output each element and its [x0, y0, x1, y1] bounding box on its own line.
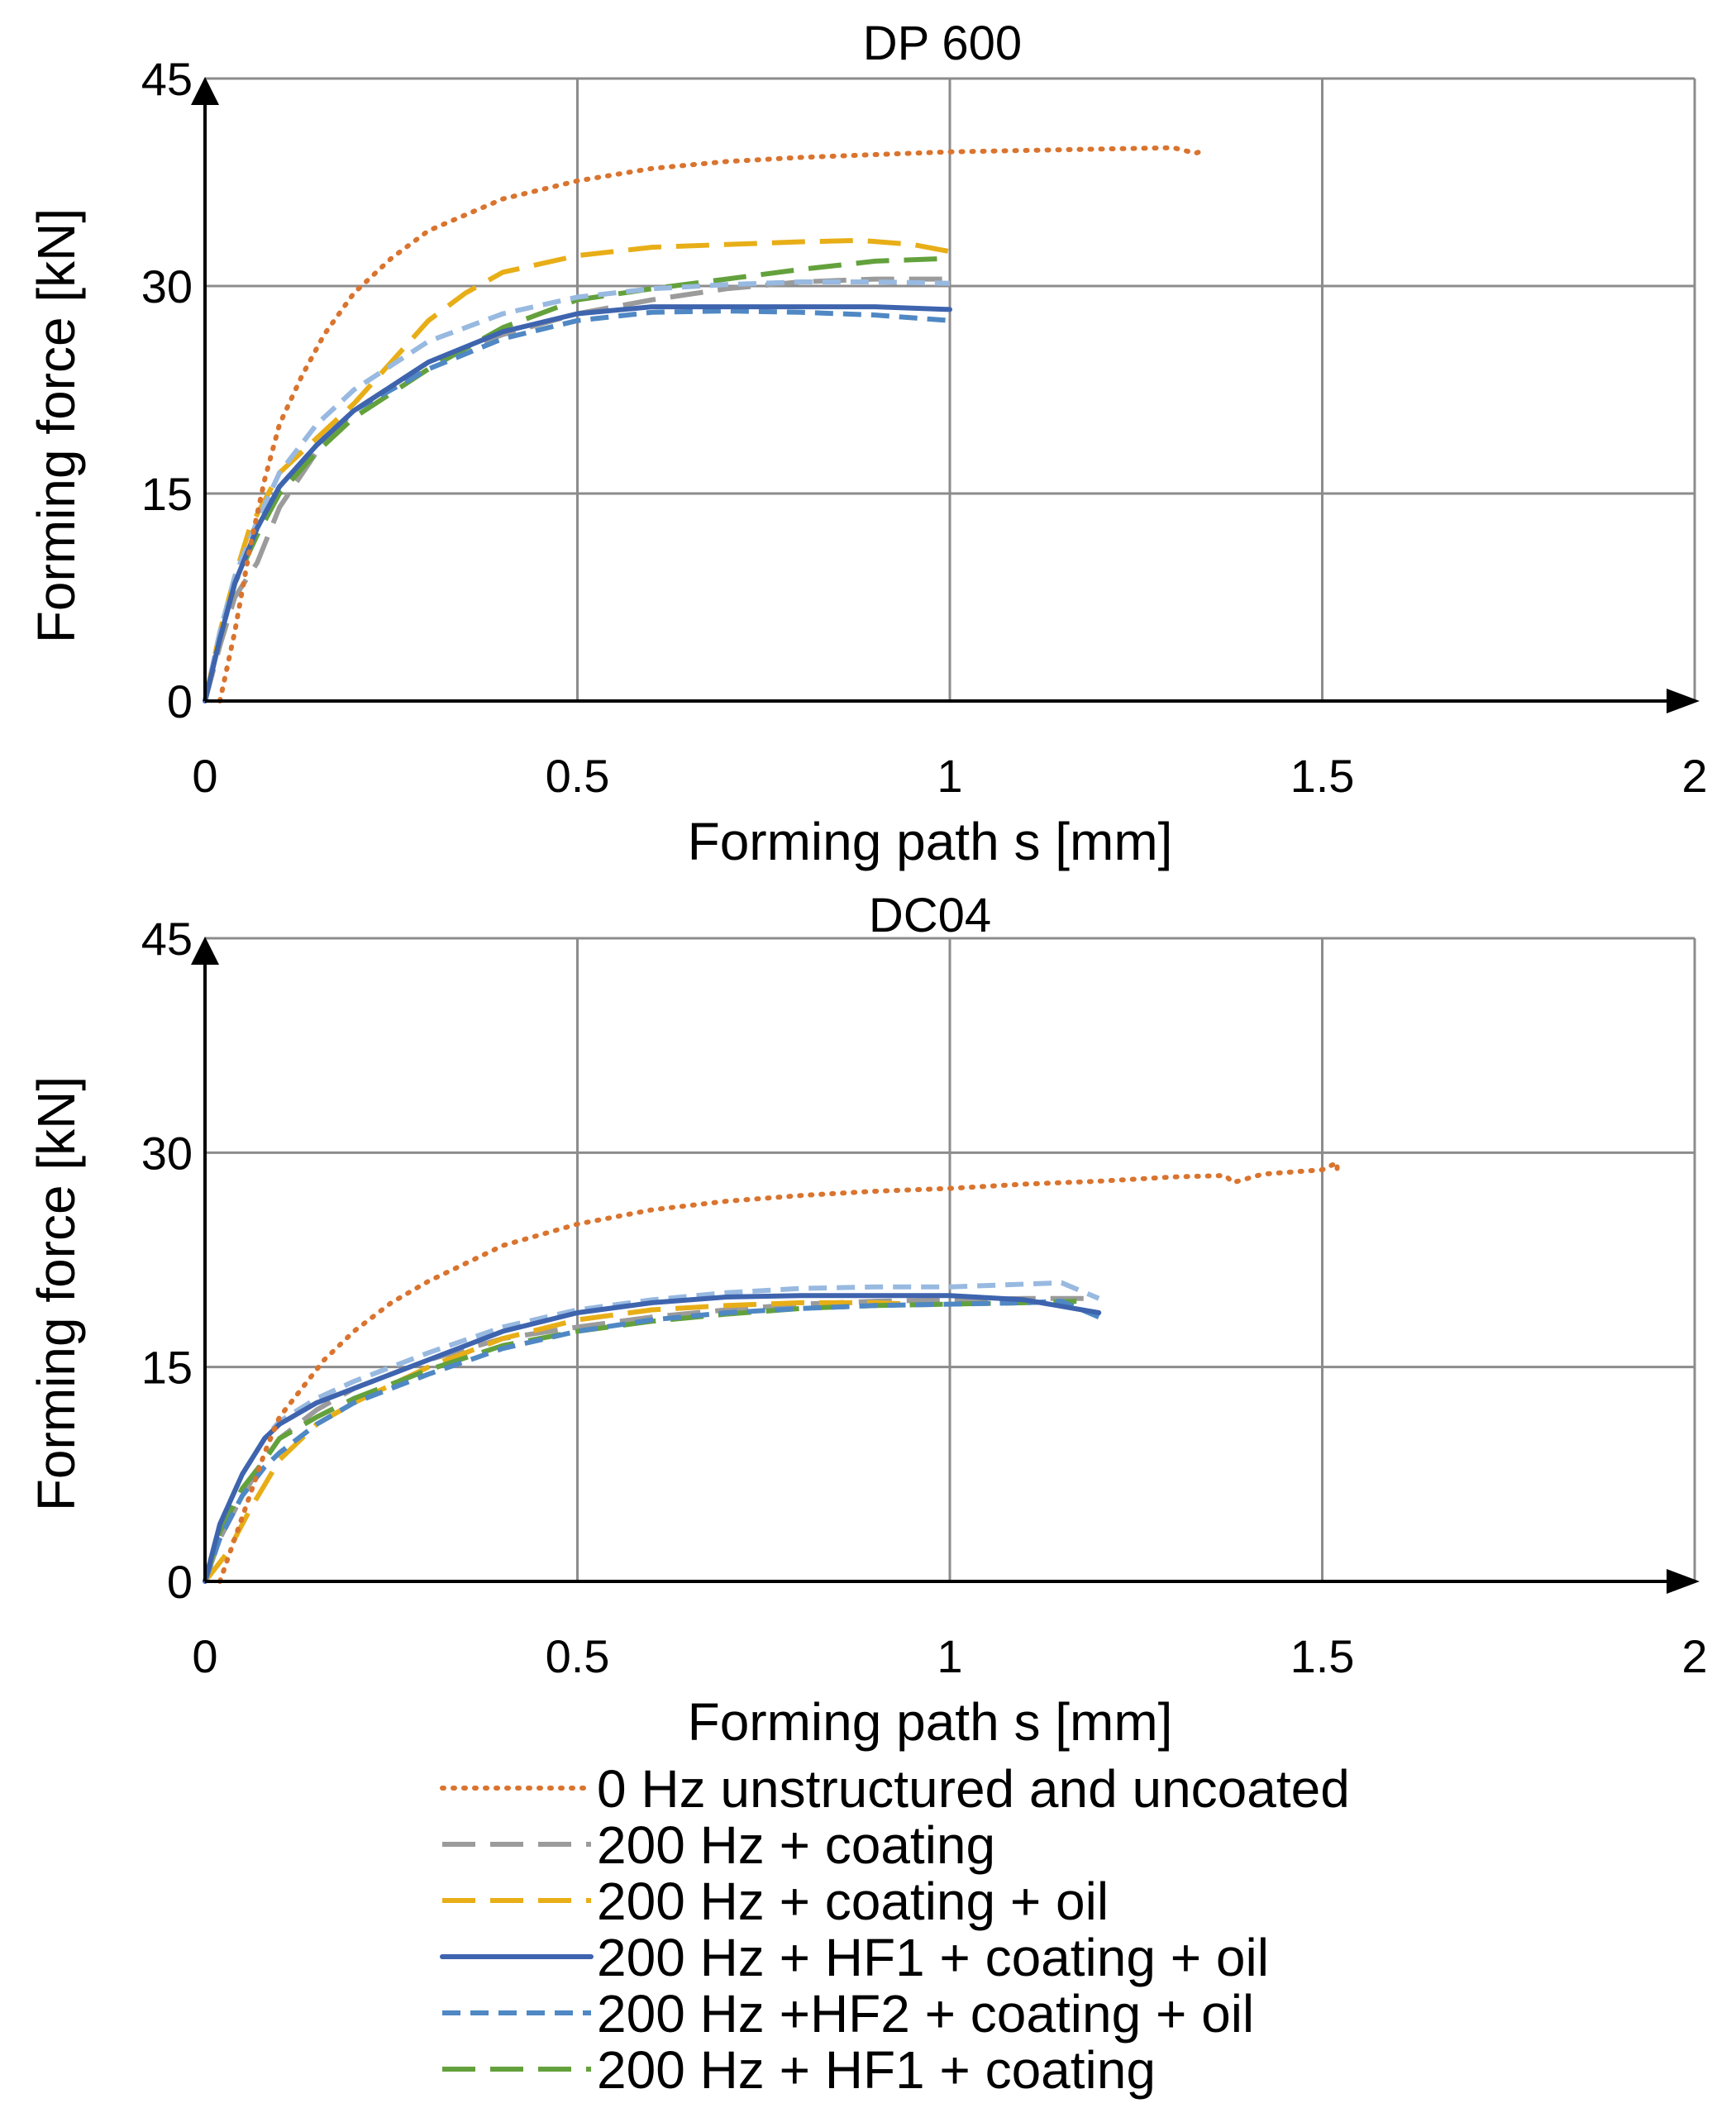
legend-label: 200 Hz +HF2 + coating + oil: [597, 1984, 1254, 2044]
series-line-s4: [203, 1299, 1100, 1582]
chart-dp600: 0 0.5 1 1.5 2 0 15 30 45 DP 600 Forming path s […: [26, 17, 1708, 871]
legend: 0 Hz unstructured and uncoated 200 Hz + …: [440, 1759, 1350, 2100]
y-tick-label: 0: [167, 1556, 193, 1608]
chart-dc04-ticks: 0 0.5 1 1.5 2 0 15 30 45: [141, 913, 1708, 1682]
y-tick-label: 45: [141, 913, 193, 965]
legend-item: 200 Hz + coating + oil: [442, 1872, 1109, 1931]
series-line-s2: [203, 237, 951, 702]
y-tick-label: 15: [141, 1342, 193, 1394]
y-tick-label: 30: [141, 1127, 193, 1179]
y-tick-label: 30: [141, 260, 193, 312]
series-line-s3: [203, 1293, 1102, 1584]
y-axis-label-dp600: Forming force [kN]: [26, 208, 86, 643]
x-tick-label: 1: [937, 750, 962, 802]
y-tick-label: 15: [141, 468, 193, 520]
legend-item: 200 Hz + HF1 + coating + oil: [440, 1928, 1269, 1987]
legend-label: 200 Hz + HF1 + coating: [597, 2040, 1156, 2100]
legend-label: 200 Hz + HF1 + coating + oil: [597, 1928, 1269, 1987]
series-line-s6: [203, 1280, 1100, 1582]
y-axis-arrow: [191, 937, 219, 965]
series-line-s3: [203, 304, 952, 703]
legend-label: 200 Hz + coating + oil: [597, 1872, 1109, 1931]
legend-item: 200 Hz + coating: [442, 1815, 995, 1875]
x-tick-label: 2: [1681, 1630, 1707, 1682]
chart-dc04-series: [203, 1160, 1340, 1584]
y-tick-label: 45: [141, 53, 193, 105]
chart-dp600-grid: [205, 77, 1696, 701]
legend-label: 0 Hz unstructured and uncoated: [597, 1759, 1350, 1819]
x-tick-label: 1.5: [1290, 1630, 1355, 1682]
x-axis-label-dp600: Forming path s [mm]: [688, 812, 1173, 871]
legend-item: 200 Hz +HF2 + coating + oil: [442, 1984, 1254, 2044]
series-line-s6: [203, 279, 951, 702]
legend-item: 0 Hz unstructured and uncoated: [440, 1759, 1350, 1819]
y-axis-label-dc04: Forming force [kN]: [26, 1076, 86, 1511]
x-tick-label: 0.5: [546, 1630, 610, 1682]
series-line-s0: [217, 145, 1206, 703]
chart-dp600-axes: [191, 77, 1700, 713]
x-axis-arrow: [1667, 1569, 1700, 1594]
x-tick-label: 2: [1681, 750, 1707, 802]
legend-item: 200 Hz + HF1 + coating: [442, 2040, 1156, 2100]
y-axis-arrow: [191, 77, 219, 105]
series-line-s2: [203, 1300, 913, 1583]
series-line-s1: [203, 1295, 1085, 1582]
x-axis-arrow: [1667, 689, 1700, 713]
chart-title-dp600: DP 600: [863, 17, 1022, 70]
x-tick-label: 1: [937, 1630, 962, 1682]
chart-dc04-axes: [191, 937, 1700, 1594]
x-tick-label: 0.5: [546, 750, 610, 802]
x-tick-label: 1.5: [1290, 750, 1355, 802]
x-tick-label: 0: [192, 750, 217, 802]
legend-label: 200 Hz + coating: [597, 1815, 995, 1875]
series-line-s5: [203, 255, 951, 702]
x-tick-label: 0: [192, 1630, 217, 1682]
chart-dp600-ticks: 0 0.5 1 1.5 2 0 15 30 45: [141, 53, 1708, 802]
chart-title-dc04: DC04: [869, 889, 991, 942]
series-line-s5: [203, 1299, 1077, 1582]
y-tick-label: 0: [167, 675, 193, 727]
x-axis-label-dc04: Forming path s [mm]: [688, 1692, 1173, 1752]
chart-dc04: 0 0.5 1 1.5 2 0 15 30 45 DC04 Forming path s [mm…: [26, 889, 1708, 1752]
series-line-s0: [217, 1160, 1340, 1584]
chart-dc04-grid: [205, 937, 1696, 1581]
chart-dp600-series: [203, 145, 1206, 703]
